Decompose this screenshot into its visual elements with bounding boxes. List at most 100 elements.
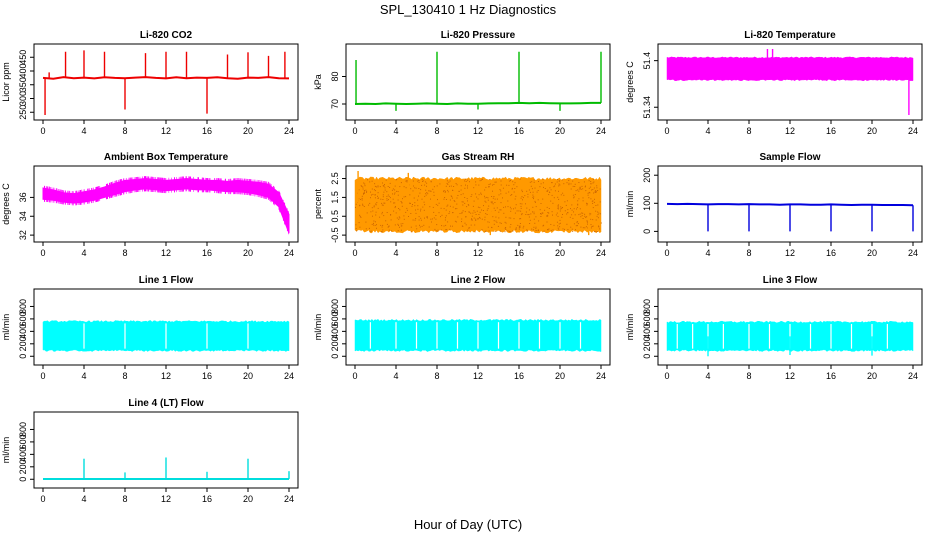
rh-texture — [413, 197, 415, 199]
rh-texture — [388, 199, 389, 201]
x-tick-label: 24 — [596, 371, 606, 381]
rh-texture — [488, 184, 490, 185]
x-tick-label: 12 — [161, 371, 171, 381]
rh-texture — [532, 191, 534, 193]
rh-texture — [437, 230, 439, 232]
y-tick-label: 250 — [18, 105, 28, 120]
y-tick-label: 400 — [18, 447, 28, 462]
rh-texture — [484, 197, 486, 199]
rh-texture — [481, 218, 483, 220]
rh-texture — [596, 187, 598, 189]
rh-texture — [394, 185, 396, 187]
rh-texture — [364, 185, 366, 187]
rh-texture — [562, 228, 564, 230]
rh-texture — [453, 186, 455, 187]
y-tick-label: 350 — [18, 77, 28, 92]
rh-texture — [581, 212, 583, 214]
rh-texture — [592, 202, 594, 204]
y-tick-label: 0 — [18, 477, 28, 482]
rh-texture — [467, 185, 468, 187]
rh-texture — [540, 213, 541, 214]
rh-texture — [449, 205, 451, 207]
rh-texture — [454, 220, 456, 222]
rh-texture — [386, 223, 388, 225]
rh-texture — [593, 187, 595, 189]
rh-texture — [524, 195, 526, 197]
rh-texture — [471, 215, 473, 217]
rh-texture — [459, 213, 461, 214]
rh-texture — [395, 212, 397, 214]
rh-texture — [375, 203, 377, 205]
x-tick-label: 4 — [81, 126, 86, 136]
rh-texture — [373, 224, 375, 226]
rh-texture — [599, 228, 601, 230]
rh-texture — [416, 228, 418, 230]
rh-texture — [406, 209, 408, 211]
rh-texture — [525, 214, 527, 215]
rh-texture — [516, 210, 518, 212]
rh-texture — [426, 216, 428, 218]
rh-texture — [547, 215, 549, 217]
rh-texture — [573, 197, 575, 199]
rh-texture — [361, 185, 363, 187]
rh-texture — [532, 211, 533, 213]
rh-texture — [594, 190, 596, 192]
rh-texture — [475, 181, 477, 183]
rh-texture — [503, 206, 505, 208]
rh-texture — [383, 202, 385, 204]
rh-texture — [410, 226, 412, 228]
rh-texture — [433, 217, 435, 219]
rh-texture — [588, 191, 590, 193]
rh-texture — [435, 230, 437, 232]
data-layer — [666, 320, 914, 357]
rh-texture — [487, 199, 489, 201]
rh-texture — [560, 194, 562, 196]
rh-texture — [473, 187, 475, 189]
rh-texture — [537, 190, 539, 191]
rh-texture — [532, 194, 534, 196]
rh-texture — [436, 224, 438, 226]
rh-texture — [450, 185, 452, 187]
y-tick-label: 600 — [18, 434, 28, 449]
rh-texture — [508, 191, 510, 193]
rh-texture — [546, 206, 548, 208]
rh-texture — [499, 222, 501, 224]
rh-texture — [375, 186, 377, 188]
rh-texture — [474, 224, 476, 226]
rh-texture — [483, 205, 484, 207]
rh-texture — [567, 209, 569, 211]
rh-texture — [428, 226, 430, 228]
rh-texture — [423, 201, 425, 203]
rh-texture — [577, 223, 579, 225]
rh-texture — [452, 189, 454, 191]
rh-texture — [531, 188, 533, 190]
rh-texture — [514, 182, 516, 184]
rh-texture — [531, 228, 533, 230]
rh-texture — [449, 180, 451, 182]
rh-texture — [582, 200, 584, 202]
rh-texture — [543, 224, 545, 226]
x-tick-label: 20 — [867, 371, 877, 381]
rh-texture — [582, 197, 584, 199]
rh-texture — [421, 184, 423, 186]
rh-texture — [443, 191, 445, 193]
rh-texture — [424, 181, 426, 183]
y-tick-label: 800 — [330, 299, 340, 314]
rh-texture — [362, 186, 364, 188]
rh-texture — [424, 204, 426, 206]
rh-texture — [497, 225, 499, 227]
rh-texture — [471, 194, 473, 196]
rh-texture — [470, 219, 472, 221]
rh-texture — [391, 230, 392, 232]
x-tick-label: 0 — [40, 126, 45, 136]
rh-texture — [444, 191, 446, 193]
rh-texture — [492, 216, 494, 218]
rh-texture — [548, 208, 550, 209]
rh-texture — [402, 223, 404, 225]
rh-texture — [384, 189, 386, 191]
x-tick-label: 0 — [40, 494, 45, 504]
rh-texture — [374, 185, 376, 187]
panel-title: Ambient Box Temperature — [104, 152, 229, 163]
rh-texture — [591, 226, 593, 227]
rh-texture — [355, 224, 357, 226]
